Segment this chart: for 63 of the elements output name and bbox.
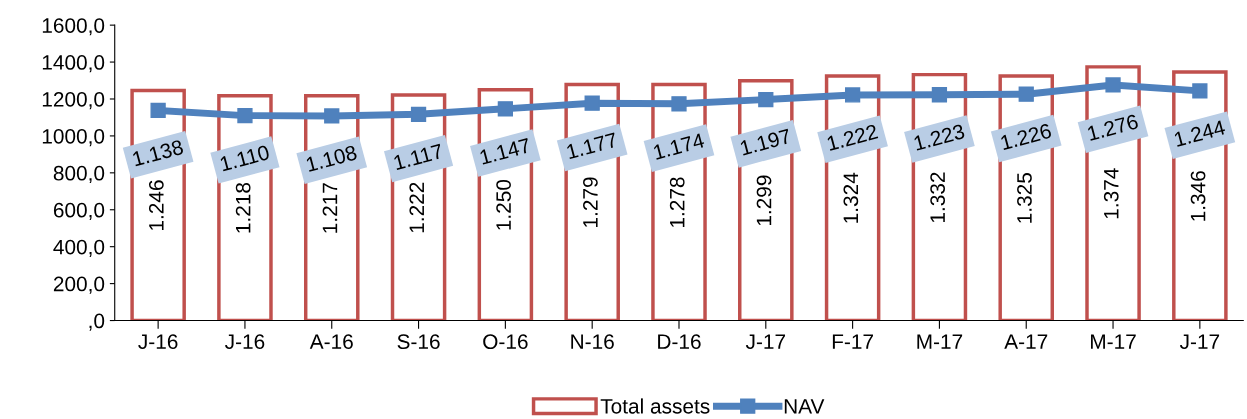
y-tick-label: 200,0 xyxy=(53,276,105,294)
data-label: 1.177 xyxy=(566,132,618,160)
data-label: 1.222 xyxy=(409,182,424,233)
x-tick-label: D-16 xyxy=(658,334,701,350)
point xyxy=(150,102,166,119)
x-tick-label: M-17 xyxy=(1091,334,1136,349)
data-label: 1.276 xyxy=(1087,113,1139,141)
data-label: 1.244 xyxy=(1173,119,1226,147)
y-tick-label: 800,0 xyxy=(53,165,105,184)
point xyxy=(1018,86,1034,102)
y-tick-label: 1400,0 xyxy=(42,55,105,73)
y-tick-label: 1600,0 xyxy=(42,18,105,36)
x-tick-label: F-17 xyxy=(832,334,873,349)
x-tick-label: J-17 xyxy=(1179,334,1220,350)
y-tick-label: 1200,0 xyxy=(42,91,105,110)
data-label: 1.147 xyxy=(479,137,531,165)
data-label: 1.138 xyxy=(132,139,184,167)
point xyxy=(671,96,687,112)
data-label: 1.110 xyxy=(219,144,271,172)
data-label: 1.324 xyxy=(843,172,859,223)
data-label: 1.299 xyxy=(756,175,772,226)
data-label: 1.278 xyxy=(669,177,685,228)
data-label: 1.332 xyxy=(930,172,946,223)
point xyxy=(758,91,774,108)
x-tick-label: A-16 xyxy=(309,334,353,350)
point xyxy=(324,108,340,124)
x-tick-label: M-17 xyxy=(917,334,963,349)
data-label: 1.226 xyxy=(1000,123,1052,151)
legend-label: NAV xyxy=(784,399,825,414)
data-label: 1.222 xyxy=(826,123,879,151)
y-tick-label: 400,0 xyxy=(53,239,105,257)
x-tick-label: N-16 xyxy=(571,334,614,350)
data-label: 1.374 xyxy=(1103,168,1119,219)
data-label: 1.174 xyxy=(653,132,705,160)
data-label: 1.223 xyxy=(913,123,966,151)
data-label: 1.108 xyxy=(305,144,358,173)
data-label: 1.218 xyxy=(235,182,251,233)
data-label: 1.346 xyxy=(1190,171,1206,221)
point xyxy=(931,87,948,103)
data-label: 1.246 xyxy=(148,180,164,230)
point xyxy=(497,101,514,117)
y-tick-label: ,0 xyxy=(89,313,105,331)
data-label: 1.217 xyxy=(322,183,338,233)
x-tick-label: A-17 xyxy=(1004,334,1048,349)
y-tick-label: 1000,0 xyxy=(42,128,105,147)
point xyxy=(584,95,600,111)
point xyxy=(844,87,861,103)
point xyxy=(1105,77,1121,93)
x-tick-label: S-16 xyxy=(397,334,440,350)
x-tick-label: J-16 xyxy=(138,334,178,350)
x-tick-label: J-17 xyxy=(745,334,786,350)
data-label: 1.197 xyxy=(739,128,792,156)
data-label: 1.117 xyxy=(393,143,444,170)
point xyxy=(1192,83,1208,99)
point xyxy=(410,106,427,122)
data-label: 1.279 xyxy=(583,177,598,227)
x-tick-label: O-16 xyxy=(483,334,528,350)
data-label: 1.250 xyxy=(496,179,511,230)
point xyxy=(237,107,253,124)
x-tick-label: J-16 xyxy=(225,334,265,350)
y-tick-label: 600,0 xyxy=(53,202,105,220)
legend-label: Total assets xyxy=(600,398,710,414)
data-label: 1.325 xyxy=(1017,173,1032,223)
